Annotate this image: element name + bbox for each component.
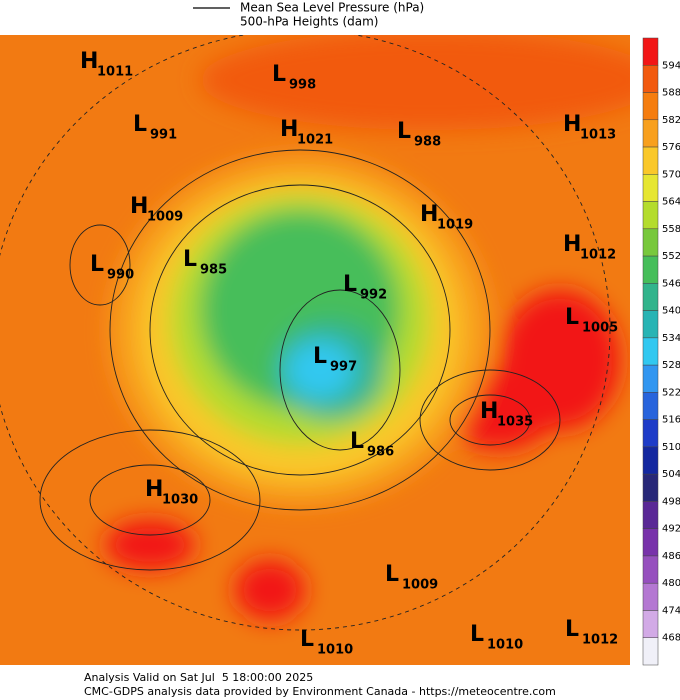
center-value: 990 <box>107 268 134 283</box>
center-value: 992 <box>360 288 387 303</box>
colorbar-box <box>642 174 659 202</box>
footer-credit: CMC-GDPS analysis data provided by Envir… <box>84 685 556 698</box>
center-value: 1009 <box>402 578 438 593</box>
footer-valid: Analysis Valid on Sat Jul 5 18:00:00 202… <box>84 671 313 684</box>
colorbar-box <box>642 555 659 584</box>
colorbar-box <box>642 501 659 529</box>
colorbar-label: 468 <box>662 633 680 644</box>
center-value: 1019 <box>437 218 473 233</box>
center-value: 1013 <box>580 128 616 143</box>
colorbar-box <box>642 637 659 666</box>
center-letter: L <box>313 344 327 369</box>
shading-label: 500-hPa Heights (dam) <box>240 15 378 29</box>
center-value: 1012 <box>582 633 618 648</box>
center-letter: L <box>397 119 411 144</box>
colorbar-label: 534 <box>662 333 680 344</box>
colorbar-box <box>642 146 659 175</box>
colorbar-box <box>642 37 659 66</box>
colorbar-label: 546 <box>662 278 680 289</box>
center-letter: L <box>300 627 314 652</box>
center-letter: H <box>563 112 581 137</box>
colorbar-box <box>642 283 659 311</box>
colorbar-label: 558 <box>662 224 680 235</box>
center-letter: H <box>563 232 581 257</box>
center-value: 991 <box>150 128 177 143</box>
colorbar-box <box>642 65 659 93</box>
center-value: 1035 <box>497 415 533 430</box>
colorbar-box <box>642 392 659 420</box>
colorbar-label: 480 <box>662 578 680 589</box>
colorbar-box <box>642 528 659 557</box>
center-letter: L <box>90 252 104 277</box>
center-value: 998 <box>289 78 316 93</box>
colorbar-label: 540 <box>662 306 680 317</box>
colorbar-label: 564 <box>662 197 680 208</box>
center-value: 1030 <box>162 493 198 508</box>
center-letter: L <box>350 429 364 454</box>
colorbar-label: 516 <box>662 415 680 426</box>
colorbar-box <box>642 310 659 339</box>
colorbar-box <box>642 92 659 121</box>
colorbar-label: 576 <box>662 142 680 153</box>
colorbar-box <box>642 201 659 230</box>
colorbar-box <box>642 364 659 393</box>
center-value: 1010 <box>317 643 353 658</box>
colorbar-box <box>642 473 659 502</box>
center-letter: H <box>145 477 163 502</box>
center-letter: H <box>420 202 438 227</box>
center-letter: L <box>385 562 399 587</box>
colorbar-box <box>642 610 659 638</box>
colorbar-label: 588 <box>662 88 680 99</box>
colorbar-label: 522 <box>662 387 680 398</box>
center-value: 988 <box>414 135 441 150</box>
center-letter: L <box>272 62 286 87</box>
colorbar-label: 510 <box>662 442 680 453</box>
legend-label: Mean Sea Level Pressure (hPa) <box>240 1 424 15</box>
center-value: 1009 <box>147 210 183 225</box>
colorbar-label: 492 <box>662 524 680 535</box>
colorbar-label: 486 <box>662 551 680 562</box>
colorbar-box <box>642 446 659 475</box>
center-value: 1010 <box>487 638 523 653</box>
center-letter: H <box>80 49 98 74</box>
colorbar-label: 498 <box>662 496 680 507</box>
colorbar-box <box>642 419 659 448</box>
colorbar-box <box>642 228 659 257</box>
center-letter: L <box>470 622 484 647</box>
center-value: 997 <box>330 360 357 375</box>
center-value: 1011 <box>97 65 133 80</box>
center-letter: L <box>343 272 357 297</box>
colorbar: 594 588 582 576 570 564 558 552 546 540 534 528 522 5… <box>642 37 680 666</box>
center-letter: H <box>280 117 298 142</box>
center-letter: H <box>130 194 148 219</box>
center-value: 1012 <box>580 248 616 263</box>
center-letter: L <box>565 305 579 330</box>
center-letter: L <box>133 112 147 137</box>
colorbar-label: 582 <box>662 115 680 126</box>
colorbar-label: 528 <box>662 360 680 371</box>
colorbar-label: 474 <box>662 605 680 616</box>
colorbar-box <box>642 582 659 611</box>
center-letter: H <box>480 399 498 424</box>
colorbar-box <box>642 337 659 366</box>
colorbar-label: 552 <box>662 251 680 262</box>
center-value: 1021 <box>297 133 333 148</box>
center-letter: L <box>565 617 579 642</box>
colorbar-box <box>642 255 659 284</box>
colorbar-label: 594 <box>662 60 680 71</box>
center-letter: L <box>183 247 197 272</box>
center-value: 1005 <box>582 321 618 336</box>
map <box>0 35 630 665</box>
center-value: 985 <box>200 263 227 278</box>
center-value: 986 <box>367 445 394 460</box>
colorbar-box <box>642 119 659 148</box>
colorbar-label: 504 <box>662 469 680 480</box>
colorbar-label: 570 <box>662 169 680 180</box>
